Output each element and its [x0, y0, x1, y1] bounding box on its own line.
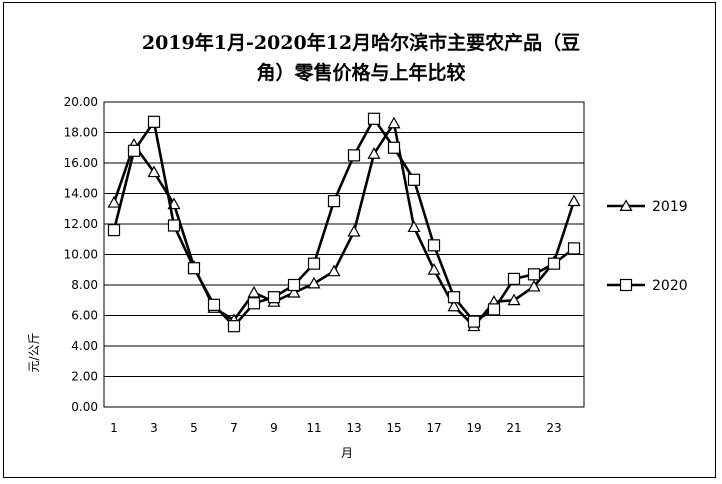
- y-tick-label: 14.00: [64, 187, 98, 201]
- data-point-2020: [107, 224, 121, 237]
- data-point-2019: [367, 147, 381, 159]
- legend-marker: [619, 278, 633, 292]
- y-tick-label: 2.00: [71, 370, 98, 384]
- data-point-2019: [327, 264, 341, 277]
- x-tick-label: 15: [386, 421, 401, 435]
- y-tick-label: 0.00: [71, 400, 98, 414]
- data-point-2019: [147, 165, 161, 178]
- x-tick-label: 11: [306, 421, 321, 435]
- x-tick-label: 1: [110, 421, 118, 435]
- data-point-2019: [407, 220, 421, 233]
- chart-title-line-2: 角）零售价格与上年比较: [256, 62, 466, 84]
- series-line-2019: [112, 122, 576, 328]
- data-point-2020: [347, 149, 361, 162]
- data-point-2020: [547, 257, 561, 270]
- data-point-2020: [487, 303, 501, 316]
- data-point-2020: [447, 291, 461, 304]
- series-2020: [107, 112, 581, 333]
- plot-area: [103, 101, 585, 408]
- chart-title: 2019年1月-2020年12月哈尔滨市主要农产品（豆 角）零售价格与上年比较: [0, 28, 722, 88]
- data-point-2020: [187, 262, 201, 275]
- data-point-2020: [207, 298, 221, 311]
- data-point-2020: [507, 272, 521, 285]
- x-tick-label: 17: [426, 421, 441, 435]
- y-tick-label: 16.00: [64, 156, 98, 170]
- y-tick-label: 4.00: [71, 339, 98, 353]
- data-point-2019: [287, 285, 301, 298]
- data-point-2020: [127, 144, 141, 157]
- y-tick-label: 12.00: [64, 217, 98, 231]
- x-tick-label: 5: [190, 421, 198, 435]
- data-point-2019: [527, 279, 541, 292]
- chart-frame: [3, 2, 716, 478]
- x-tick-labels: 1 3 5 7 9 11 13 15 17 19 21 23: [110, 421, 561, 435]
- data-point-2019: [247, 285, 261, 298]
- x-tick-label: 3: [150, 421, 158, 435]
- x-tick-label: 23: [546, 421, 561, 435]
- legend-marker: [619, 199, 633, 211]
- y-tick-label: 6.00: [71, 309, 98, 323]
- data-point-2020: [387, 141, 401, 154]
- data-point-2019: [507, 293, 521, 306]
- data-point-2019: [447, 299, 461, 312]
- x-tick-label: 13: [346, 421, 361, 435]
- data-point-2020: [247, 297, 261, 310]
- data-point-2019: [567, 194, 581, 207]
- series: [107, 112, 581, 333]
- chart-title-line-1: 2019年1月-2020年12月哈尔滨市主要农产品（豆: [141, 32, 581, 54]
- legend-label: 2020: [652, 278, 688, 294]
- data-point-2019: [307, 276, 321, 289]
- data-point-2020: [287, 278, 301, 292]
- x-tick-label: 9: [270, 421, 278, 435]
- data-point-2020: [227, 320, 241, 333]
- legend-item-2019: 2019: [607, 199, 688, 215]
- y-tick-label: 8.00: [71, 278, 98, 292]
- data-point-2020: [407, 173, 421, 186]
- y-axis-label: 元/公斤: [27, 332, 41, 372]
- legend: 2019 2020: [607, 199, 688, 294]
- data-point-2019: [107, 195, 121, 208]
- legend-item-2020: 2020: [607, 278, 688, 294]
- data-point-2020: [427, 239, 441, 252]
- y-tick-labels: 0.00 2.00 4.00 6.00 8.00 10.00 12.00 14.00 16.00…: [64, 95, 98, 414]
- x-tick-label: 7: [230, 421, 238, 435]
- data-point-2020: [567, 242, 581, 255]
- y-tick-label: 10.00: [64, 248, 98, 262]
- data-point-2020: [527, 268, 541, 281]
- data-point-2020: [147, 115, 161, 128]
- data-point-2019: [347, 224, 361, 237]
- data-point-2020: [467, 315, 481, 328]
- series-line-2020: [112, 117, 575, 328]
- x-tick-label: 19: [466, 421, 481, 435]
- data-point-2019: [427, 263, 441, 275]
- data-point-2020: [327, 195, 341, 208]
- data-point-2020: [307, 257, 321, 270]
- data-point-2020: [167, 219, 181, 232]
- data-point-2019: [387, 116, 401, 129]
- x-tick-label: 21: [506, 421, 521, 435]
- legend-label: 2019: [652, 199, 688, 215]
- gridlines: [104, 101, 584, 408]
- x-axis-label: 月: [341, 446, 353, 460]
- y-tick-label: 18.00: [64, 126, 98, 140]
- data-point-2020: [367, 112, 381, 125]
- data-point-2020: [267, 291, 281, 304]
- y-tick-label: 20.00: [64, 95, 98, 109]
